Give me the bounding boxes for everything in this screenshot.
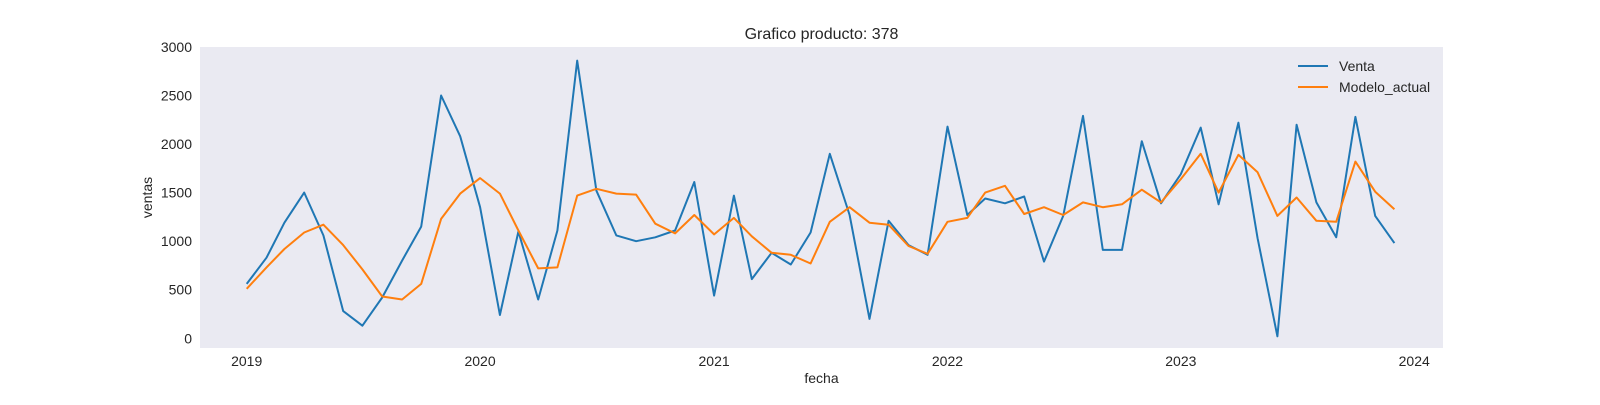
x-tick-label: 2019 bbox=[231, 353, 262, 369]
chart-title: Grafico producto: 378 bbox=[745, 26, 899, 43]
y-tick-label: 3000 bbox=[161, 39, 192, 55]
y-axis-title: ventas bbox=[139, 177, 155, 218]
y-tick-label: 2500 bbox=[161, 88, 192, 104]
x-tick-label: 2022 bbox=[932, 353, 963, 369]
y-tick-label: 2000 bbox=[161, 136, 192, 152]
legend: Venta Modelo_actual bbox=[1298, 58, 1430, 95]
x-axis-title: fecha bbox=[804, 370, 838, 386]
x-axis-ticks: 2019 2020 2021 2022 2023 2024 bbox=[231, 353, 1430, 369]
x-tick-label: 2024 bbox=[1399, 353, 1430, 369]
series-line-modelo_actual bbox=[245, 152, 1396, 301]
legend-label-venta: Venta bbox=[1339, 58, 1375, 74]
series-line-venta bbox=[245, 59, 1396, 338]
y-tick-label: 0 bbox=[184, 330, 192, 346]
y-tick-label: 500 bbox=[169, 282, 193, 298]
x-tick-label: 2021 bbox=[699, 353, 730, 369]
legend-label-modelo_actual: Modelo_actual bbox=[1339, 79, 1430, 95]
series-layer bbox=[245, 59, 1396, 338]
plot-area bbox=[200, 47, 1443, 348]
y-tick-label: 1500 bbox=[161, 185, 192, 201]
y-tick-label: 1000 bbox=[161, 233, 192, 249]
x-tick-label: 2020 bbox=[464, 353, 495, 369]
y-axis-ticks: 0 500 1000 1500 2000 2500 3000 bbox=[161, 39, 192, 346]
x-tick-label: 2023 bbox=[1165, 353, 1196, 369]
